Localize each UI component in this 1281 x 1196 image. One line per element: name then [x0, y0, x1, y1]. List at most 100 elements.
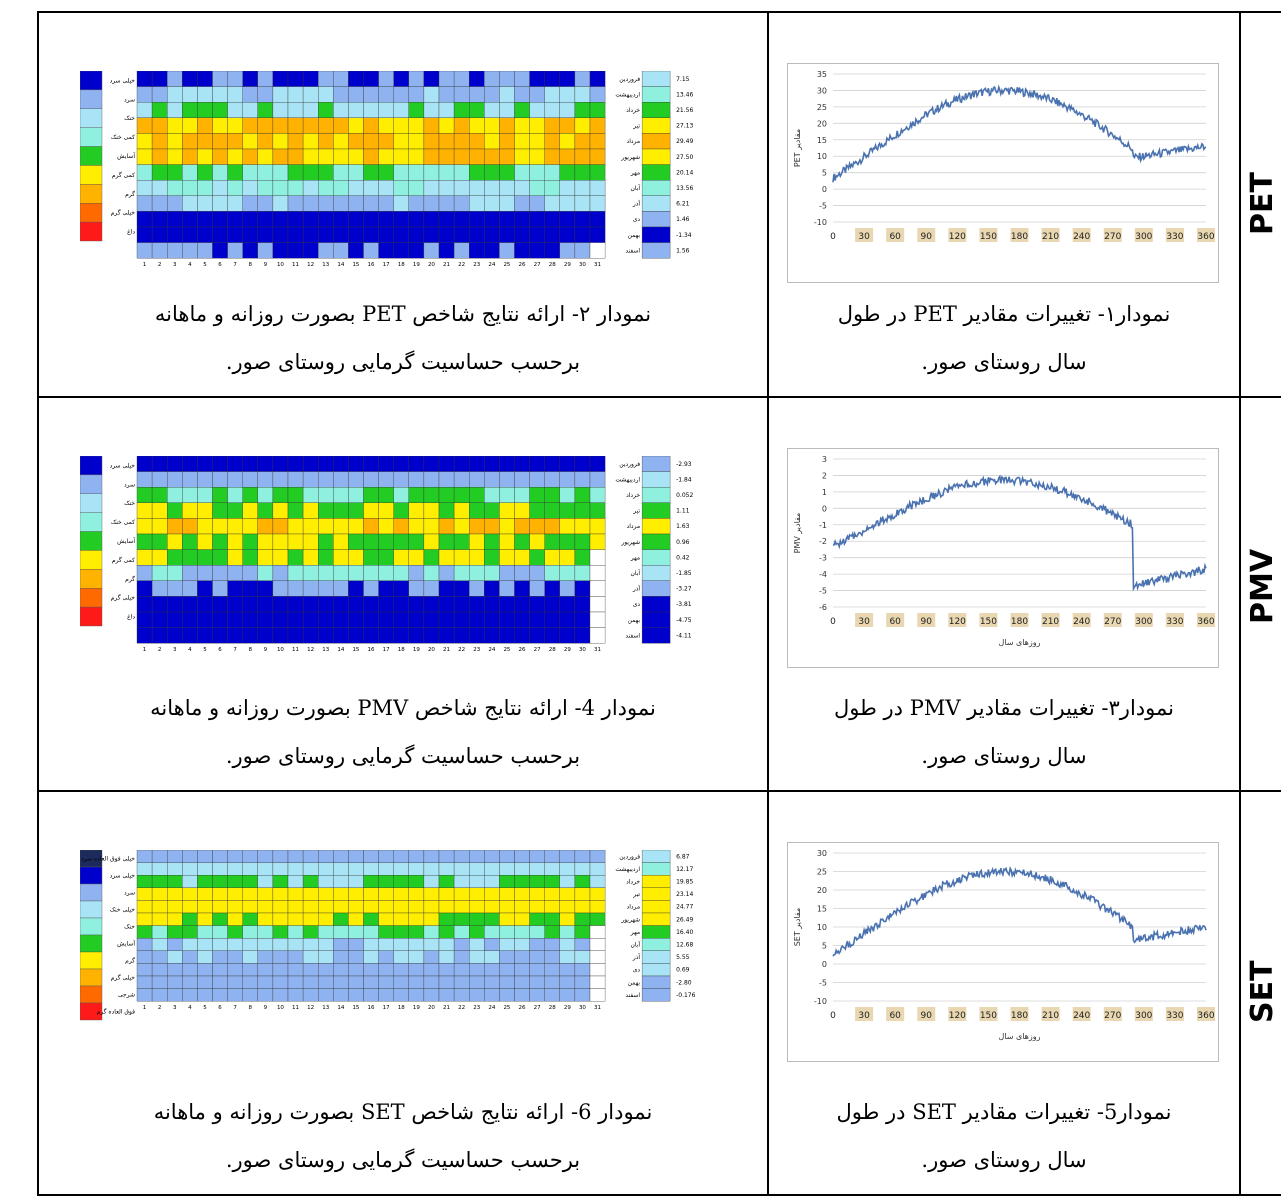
heatmap-cell — [514, 596, 530, 613]
day-number-label: 19 — [413, 1005, 420, 1011]
heatmap-cell — [529, 580, 545, 597]
x-tick-label: 0 — [830, 232, 836, 242]
legend-swatch — [79, 108, 103, 128]
heatmap-cell — [151, 925, 168, 939]
heatmap-cell — [514, 487, 530, 503]
heatmap-cell — [348, 627, 364, 644]
heatmap-cell — [348, 900, 364, 914]
heatmap-cell — [514, 925, 530, 939]
heatmap-cell — [302, 549, 319, 566]
month-value: 16.40 — [676, 929, 693, 936]
day-number-label: 26 — [519, 262, 526, 268]
heatmap-cell — [574, 86, 591, 103]
heatmap-cell — [484, 975, 500, 989]
heatmap-cell — [151, 887, 168, 901]
heatmap-cell — [182, 580, 198, 597]
x-tick-bg — [948, 228, 967, 242]
heatmap-cell — [484, 596, 500, 613]
heatmap-cell — [469, 627, 485, 644]
heatmap-cell — [544, 518, 560, 535]
heatmap-cell — [544, 195, 560, 212]
heatmap-cell — [469, 533, 485, 550]
heatmap-cell — [469, 226, 485, 243]
month-swatch — [641, 580, 671, 597]
legend-swatch — [79, 883, 103, 902]
heatmap-cell — [559, 900, 576, 914]
heatmap-cell — [182, 950, 198, 964]
heatmap-cell — [438, 455, 455, 472]
heatmap-cell — [136, 70, 153, 87]
heatmap-cell — [333, 117, 349, 134]
heatmap-cell — [378, 912, 394, 926]
heatmap-cell — [408, 887, 425, 901]
day-number-label: 21 — [443, 262, 450, 268]
x-tick-label: 90 — [921, 232, 933, 242]
month-label: آذر — [632, 584, 641, 593]
legend-label: کمی خنک — [111, 134, 135, 141]
heatmap-cell — [318, 862, 334, 876]
heatmap-cell — [151, 117, 168, 134]
heatmap-cell — [318, 925, 334, 939]
heatmap-cell — [302, 471, 319, 488]
month-label: مرداد — [627, 904, 641, 911]
heatmap-cell — [151, 611, 168, 628]
heatmap-cell — [227, 164, 243, 181]
heatmap-cell — [287, 565, 304, 581]
heatmap-cell — [167, 164, 183, 181]
heatmap-cell — [453, 226, 470, 243]
heatmap-cell — [287, 627, 304, 644]
day-number-label: 27 — [534, 647, 541, 653]
day-number-label: 22 — [458, 262, 465, 268]
month-swatch — [641, 487, 671, 503]
heatmap-cell — [544, 938, 560, 951]
day-number-label: 22 — [458, 1005, 465, 1011]
day-number-label: 17 — [383, 262, 390, 268]
heatmap-cell — [363, 862, 379, 876]
month-value: 0.96 — [676, 539, 690, 546]
month-swatch — [641, 925, 671, 939]
heatmap-cell — [514, 875, 530, 888]
heatmap-cell — [318, 533, 334, 550]
heatmap-cell — [197, 518, 213, 535]
month-swatch — [641, 518, 671, 535]
heatmap-cell — [302, 195, 319, 212]
heatmap-cell — [378, 226, 394, 243]
heatmap-cell — [302, 133, 319, 150]
heatmap-cell — [167, 887, 183, 901]
heatmap-cell — [559, 242, 576, 259]
x-tick-label: 330 — [1166, 617, 1183, 627]
legend-label: گرم — [125, 575, 135, 583]
heatmap-cell — [197, 180, 213, 196]
heatmap-cell — [348, 195, 364, 212]
heatmap-cell — [514, 950, 530, 964]
legend-swatch — [79, 184, 103, 204]
heatmap-cell — [499, 963, 515, 977]
heatmap-figure-set: خیلی فوق العاده سرد خیلی سرد سرد خیلی خنک خن… — [79, 849, 720, 1060]
heatmap-cell — [318, 455, 334, 472]
heatmap-cell — [378, 875, 394, 888]
heatmap-cell — [212, 912, 228, 926]
heatmap-cell — [272, 487, 289, 503]
heatmap-cell — [302, 180, 319, 196]
heatmap-cell — [257, 912, 274, 926]
heatmap-cell — [302, 148, 319, 165]
heatmap-cell — [589, 849, 606, 863]
heatmap-cell — [438, 102, 455, 118]
heatmap-cell — [408, 148, 425, 165]
heatmap-cell — [408, 988, 425, 1002]
heatmap-cell — [197, 887, 213, 901]
heatmap-cell — [378, 102, 394, 118]
x-tick-bg — [979, 228, 998, 242]
heatmap-cell — [438, 549, 455, 566]
legend-swatch — [79, 89, 103, 109]
heatmap-cell — [348, 925, 364, 939]
heatmap-cell — [348, 533, 364, 550]
heatmap-cell — [544, 900, 560, 914]
heatmap-cell — [363, 117, 379, 134]
day-number-label: 18 — [398, 647, 405, 653]
heatmap-cell — [257, 988, 274, 1002]
heatmap-cell — [318, 102, 334, 118]
legend-label: آسایش — [117, 939, 135, 948]
heatmap-cell — [469, 549, 485, 566]
heatmap-cell — [348, 455, 364, 472]
